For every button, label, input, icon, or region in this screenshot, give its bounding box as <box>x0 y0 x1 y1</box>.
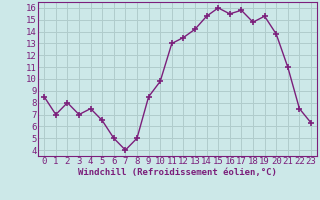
X-axis label: Windchill (Refroidissement éolien,°C): Windchill (Refroidissement éolien,°C) <box>78 168 277 177</box>
